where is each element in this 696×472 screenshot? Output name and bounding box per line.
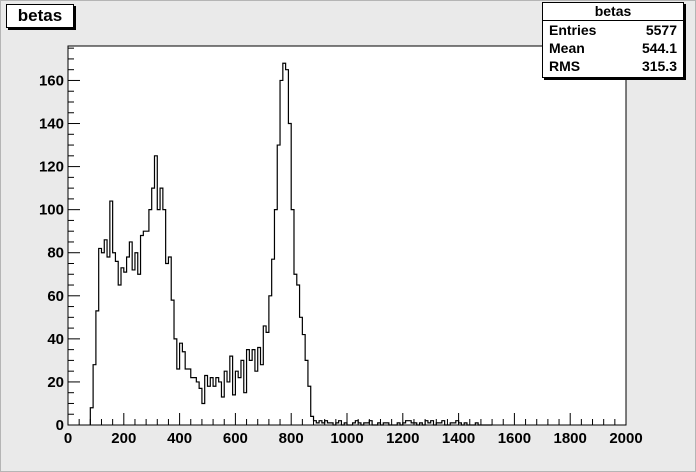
x-tick-label: 1400 [442,430,475,447]
stats-title: betas [543,3,683,21]
stats-value: 544.1 [641,40,677,56]
x-tick-label: 1600 [498,430,531,447]
stats-value: 315.3 [641,58,677,74]
stats-row-mean: Mean 544.1 [543,39,683,57]
plot-area [67,45,627,426]
x-tick-label: 200 [111,430,136,447]
x-tick-label: 1000 [330,430,363,447]
stats-box: betas Entries 5577 Mean 544.1 RMS 315.3 [542,2,684,78]
x-tick-label: 400 [167,430,192,447]
y-tick-label: 0 [56,417,64,434]
y-tick-label: 140 [39,116,64,133]
y-tick-label: 100 [39,202,64,219]
stats-label: Mean [549,40,585,56]
stats-label: Entries [549,22,597,38]
histogram-title: betas [6,4,74,28]
x-tick-label: 600 [223,430,248,447]
x-tick-label: 800 [279,430,304,447]
y-tick-label: 80 [47,245,64,262]
stats-row-entries: Entries 5577 [543,21,683,39]
y-tick-label: 160 [39,72,64,89]
stats-value: 5577 [645,22,677,38]
y-tick-label: 60 [47,288,64,305]
y-tick-label: 20 [47,374,64,391]
x-tick-label: 2000 [609,430,642,447]
y-tick-label: 40 [47,331,64,348]
stats-row-rms: RMS 315.3 [543,57,683,75]
stats-label: RMS [549,58,581,74]
x-tick-label: 1200 [386,430,419,447]
x-tick-label: 1800 [554,430,587,447]
x-tick-label: 0 [64,430,72,447]
histogram-outline [89,62,493,426]
y-tick-label: 120 [39,159,64,176]
